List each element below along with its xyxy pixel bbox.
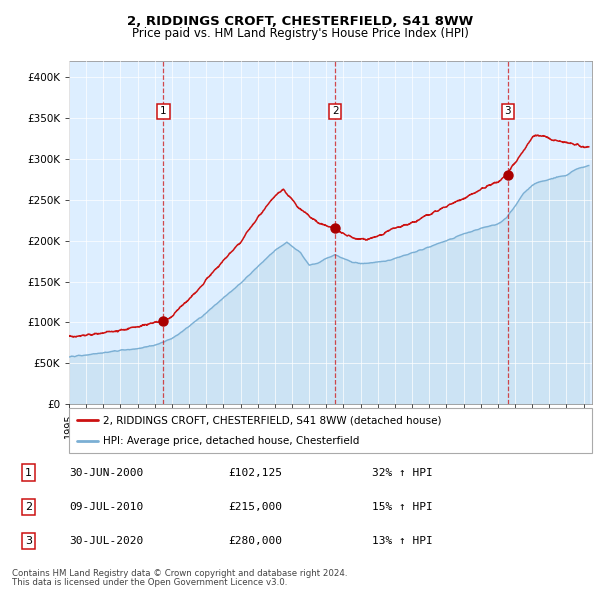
Text: This data is licensed under the Open Government Licence v3.0.: This data is licensed under the Open Gov… (12, 578, 287, 587)
Text: 2: 2 (332, 106, 338, 116)
Text: 32% ↑ HPI: 32% ↑ HPI (372, 468, 433, 477)
Text: 3: 3 (25, 536, 32, 546)
Text: £102,125: £102,125 (228, 468, 282, 477)
Text: 30-JUN-2000: 30-JUN-2000 (69, 468, 143, 477)
Text: 2, RIDDINGS CROFT, CHESTERFIELD, S41 8WW: 2, RIDDINGS CROFT, CHESTERFIELD, S41 8WW (127, 15, 473, 28)
Text: 13% ↑ HPI: 13% ↑ HPI (372, 536, 433, 546)
Text: Price paid vs. HM Land Registry's House Price Index (HPI): Price paid vs. HM Land Registry's House … (131, 27, 469, 40)
Text: 1: 1 (160, 106, 167, 116)
Text: HPI: Average price, detached house, Chesterfield: HPI: Average price, detached house, Ches… (103, 436, 359, 446)
Text: £215,000: £215,000 (228, 502, 282, 512)
FancyBboxPatch shape (69, 408, 592, 453)
Text: 3: 3 (505, 106, 511, 116)
Text: 2: 2 (25, 502, 32, 512)
Text: £280,000: £280,000 (228, 536, 282, 546)
Text: 09-JUL-2010: 09-JUL-2010 (69, 502, 143, 512)
Text: 2, RIDDINGS CROFT, CHESTERFIELD, S41 8WW (detached house): 2, RIDDINGS CROFT, CHESTERFIELD, S41 8WW… (103, 415, 442, 425)
Text: Contains HM Land Registry data © Crown copyright and database right 2024.: Contains HM Land Registry data © Crown c… (12, 569, 347, 578)
Text: 1: 1 (25, 468, 32, 477)
Text: 30-JUL-2020: 30-JUL-2020 (69, 536, 143, 546)
Text: 15% ↑ HPI: 15% ↑ HPI (372, 502, 433, 512)
